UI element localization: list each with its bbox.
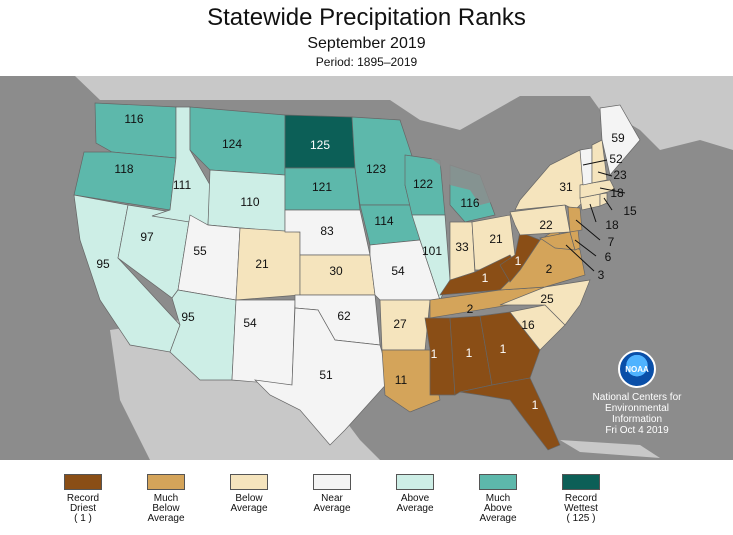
state-la	[381, 349, 441, 413]
credit-line-4: Fri Oct 4 2019	[605, 425, 669, 436]
state-tx	[254, 307, 391, 446]
state-rank-in: 33	[455, 240, 469, 254]
map-subtitle: September 2019	[307, 35, 426, 52]
noaa-logo: NOAA	[618, 350, 656, 388]
legend: Record Driest ( 1 ) Much Below Average Bel…	[0, 474, 733, 534]
state-rank-nj: 7	[608, 235, 615, 249]
state-rank-nv: 97	[140, 230, 154, 244]
state-rank-me: 59	[611, 131, 625, 145]
state-rank-ma: 18	[610, 186, 624, 200]
legend-label: Below Average	[230, 493, 268, 514]
state-rank-ne: 83	[320, 224, 334, 238]
state-rank-ct: 18	[605, 218, 619, 232]
legend-label: Record Wettest ( 125 )	[564, 493, 598, 524]
state-ma	[579, 179, 616, 199]
state-rank-wa: 116	[124, 112, 143, 126]
state-rank-md: 3	[598, 268, 605, 282]
state-rank-nm: 54	[243, 316, 257, 330]
state-nj	[567, 206, 583, 233]
legend-label: Record Driest ( 1 )	[66, 493, 100, 524]
state-rank-va: 2	[546, 262, 553, 276]
state-rank-fl: 1	[532, 398, 539, 412]
state-ga	[479, 311, 541, 386]
state-rank-ar: 27	[393, 317, 407, 331]
state-rank-tx: 51	[319, 368, 333, 382]
cuba-land	[560, 440, 660, 458]
map-period: Period: 1895–2019	[315, 55, 418, 69]
state-rank-de: 6	[605, 250, 612, 264]
legend-label: Above Average	[396, 493, 434, 514]
great-lakes	[420, 148, 505, 205]
state-rank-sd: 121	[312, 180, 332, 194]
state-rank-ok: 62	[337, 309, 351, 323]
credit-line-3: Information	[611, 414, 663, 425]
state-labels: 1161189597111124110559521541251218330625…	[96, 112, 637, 412]
state-rank-id: 111	[173, 178, 192, 192]
legend-item-below: Below Average	[209, 474, 289, 514]
credit-line-2: Environmental	[605, 403, 669, 414]
state-rank-ca: 95	[96, 257, 110, 271]
callout-lines	[565, 159, 626, 272]
state-rank-co: 21	[255, 257, 269, 271]
state-rank-mi: 116	[460, 196, 479, 210]
state-rank-ky: 1	[482, 271, 489, 285]
legend-item-much-below: Much Below Average	[126, 474, 206, 524]
state-rank-oh: 21	[489, 232, 503, 246]
state-rank-wy: 110	[240, 195, 259, 209]
state-rank-or: 118	[114, 162, 133, 176]
state-rank-wv: 1	[515, 254, 522, 268]
state-rank-pa: 22	[539, 218, 553, 232]
legend-item-much-above: Much Above Average	[458, 474, 538, 524]
state-ms	[424, 317, 456, 396]
legend-swatch	[396, 474, 434, 490]
state-rank-wi: 122	[413, 177, 433, 191]
legend-label: Near Average	[313, 493, 351, 514]
state-rank-mo: 54	[391, 264, 405, 278]
credit-line-1: National Centers for	[592, 392, 682, 403]
legend-label: Much Above Average	[479, 493, 517, 524]
state-rank-ia: 114	[374, 214, 393, 228]
state-wv	[499, 231, 541, 283]
state-rank-az: 95	[181, 310, 195, 324]
legend-item-record-wettest: Record Wettest ( 125 )	[541, 474, 621, 524]
legend-swatch	[147, 474, 185, 490]
state-rank-nc: 25	[540, 292, 554, 306]
state-rank-nh: 23	[613, 168, 627, 182]
state-rank-il: 101	[422, 244, 442, 258]
state-rank-mt: 124	[222, 137, 242, 151]
state-rank-ga: 1	[500, 342, 507, 356]
map-title: Statewide Precipitation Ranks	[207, 4, 526, 31]
legend-swatch	[313, 474, 351, 490]
noaa-credit: NOAA National Centers for Environmental …	[572, 350, 702, 436]
legend-item-near: Near Average	[292, 474, 372, 514]
legend-swatch	[562, 474, 600, 490]
state-rank-la: 11	[395, 373, 408, 387]
state-rank-tn: 2	[467, 302, 474, 316]
state-rank-vt: 52	[609, 152, 623, 166]
state-rank-ny: 31	[559, 180, 573, 194]
state-rank-mn: 123	[366, 162, 386, 176]
legend-item-record-driest: Record Driest ( 1 )	[43, 474, 123, 524]
state-rank-ks: 30	[329, 264, 343, 278]
legend-label: Much Below Average	[147, 493, 185, 524]
state-nm	[231, 299, 296, 386]
legend-swatch	[230, 474, 268, 490]
state-fl	[459, 377, 561, 451]
state-rank-nd: 125	[310, 138, 330, 152]
state-me	[599, 104, 641, 176]
state-rank-sc: 16	[521, 318, 535, 332]
legend-item-above: Above Average	[375, 474, 455, 514]
state-rank-ut: 55	[193, 244, 207, 258]
legend-swatch	[479, 474, 517, 490]
us-precipitation-map: 1161189597111124110559521541251218330625…	[0, 76, 733, 460]
state-rank-ri: 15	[623, 204, 637, 218]
state-rank-al: 1	[466, 346, 473, 360]
canada-land	[75, 76, 733, 150]
state-rank-ms: 1	[431, 347, 438, 361]
legend-swatch	[64, 474, 102, 490]
